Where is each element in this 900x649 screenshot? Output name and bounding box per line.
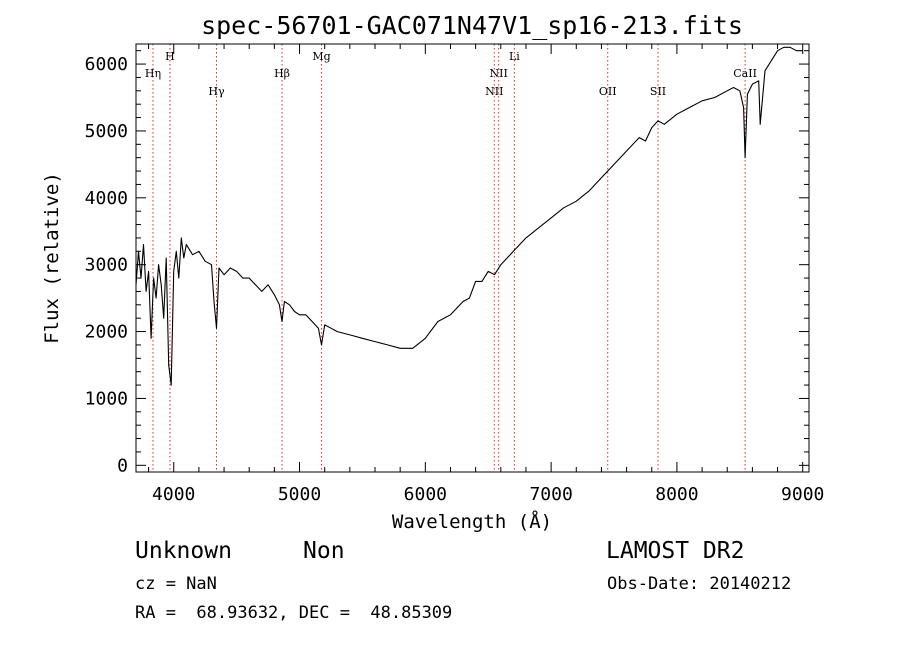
x-tick-label: 4000 (152, 484, 195, 505)
y-tick-label: 3000 (85, 255, 128, 276)
redshift-cz: cz = NaN (135, 574, 217, 594)
x-tick-label: 8000 (655, 484, 698, 505)
y-tick-label: 2000 (85, 322, 128, 343)
x-axis-label: Wavelength (Å) (392, 510, 552, 533)
chart-title: spec-56701-GAC071N47V1_sp16-213.fits (201, 11, 743, 40)
y-tick-label: 6000 (85, 54, 128, 75)
spectral-line-label: NII (485, 85, 503, 98)
y-tick-label: 4000 (85, 188, 128, 209)
spectral-line-label: Hγ (208, 85, 225, 98)
spectral-line-label: Li (509, 50, 520, 63)
x-tick-label: 6000 (404, 484, 447, 505)
spectral-line-label: OII (599, 85, 617, 98)
x-tick-label: 9000 (781, 484, 824, 505)
spectral-line-label: Hη (145, 67, 161, 80)
y-tick-label: 5000 (85, 121, 128, 142)
spectral-line-label: CaII (733, 67, 757, 80)
y-axis: 0 1000 2000 3000 4000 5000 6000 (85, 50, 809, 476)
observation-date: Obs-Date: 20140212 (607, 574, 792, 594)
y-tick-label: 1000 (85, 388, 128, 409)
x-tick-label: 5000 (278, 484, 321, 505)
spectral-line-label: Hβ (274, 67, 290, 80)
x-axis: 4000 5000 6000 7000 8000 9000 (148, 44, 824, 505)
spectral-line-label: NII (490, 67, 508, 80)
y-axis-label: Flux (relative) (41, 172, 63, 344)
spectral-line-label: H (165, 50, 175, 63)
plot-frame (135, 43, 810, 473)
spectral-line-label: Mg (312, 50, 330, 63)
object-class: Unknown (135, 538, 232, 564)
survey-name: LAMOST DR2 (606, 538, 745, 564)
spectral-line-label: SII (650, 85, 666, 98)
spectrum-line (135, 46, 803, 386)
coordinates: RA = 68.93632, DEC = 48.85309 (135, 603, 453, 623)
x-tick-label: 7000 (529, 484, 572, 505)
y-tick-label: 0 (117, 455, 128, 476)
spectrum-chart: spec-56701-GAC071N47V1_sp16-213.fits Hη H… (41, 11, 824, 533)
object-subclass: Non (303, 538, 345, 564)
